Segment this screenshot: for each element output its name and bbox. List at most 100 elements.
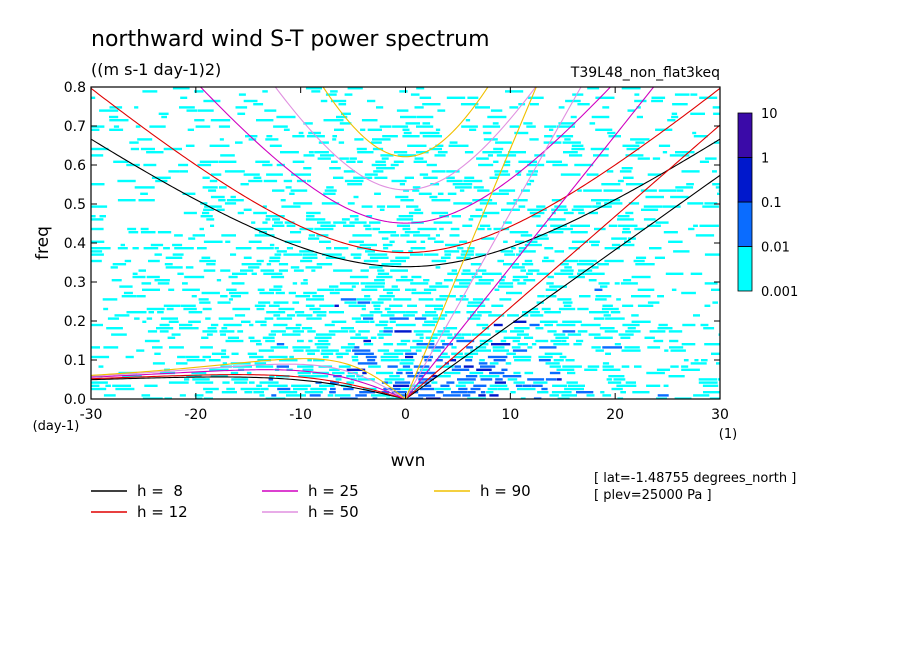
heat-cell [402,227,411,231]
heat-cell [423,176,438,179]
heat-cell [202,355,211,359]
heat-cell [370,394,391,397]
heat-cell [533,397,542,399]
heat-cell [367,253,388,256]
heat-cell [712,183,720,186]
heat-cell [595,128,613,131]
heat-cell [146,275,160,279]
heat-cell [387,365,398,368]
heat-cell [393,298,412,301]
colorbar-swatch [737,201,753,247]
heat-cell [369,256,389,259]
heat-cell [482,211,500,215]
heat-cell [414,106,424,109]
heat-cell [103,307,109,311]
heat-cell [572,93,584,96]
curve-ig-h90 [322,87,489,158]
heat-cell [112,263,127,266]
heat-cell [380,154,394,157]
heat-cell [389,317,409,320]
heat-cell [260,323,267,327]
heat-cell [606,170,614,173]
heat-cell [369,311,383,314]
heat-cell [329,167,341,170]
heat-cell [163,304,181,307]
heat-cell [404,176,414,179]
heat-cell [376,371,394,375]
heat-cell [288,291,296,295]
heat-cell [296,314,313,317]
heat-cell [367,99,376,103]
heat-cell [591,266,599,269]
heat-cell [654,256,665,259]
heat-cell [668,330,683,333]
heat-cell [303,291,317,295]
heat-cell [560,173,581,176]
heat-cell [326,247,332,250]
heat-cell [681,343,696,346]
heat-cell [614,343,621,346]
heat-cell [349,275,369,279]
heat-cell [268,378,274,381]
heat-cell [151,176,171,179]
heat-cell [301,327,313,330]
heat-cell [235,247,252,250]
heat-cell [395,256,410,259]
heat-cell [443,371,461,375]
heat-cell [182,282,188,285]
heat-cell [320,154,335,157]
heat-cell [447,192,457,195]
heat-cell [571,208,584,211]
heat-cell [675,151,695,154]
heat-cell [167,336,176,339]
heat-cell [354,346,360,349]
heat-cell [703,327,715,330]
heat-cell [573,205,592,208]
heat-cell [324,323,335,327]
heat-cell [608,375,625,378]
y-tick-label: 0.7 [64,119,86,135]
heat-cell [692,131,697,135]
heat-cell [314,151,329,154]
heat-cell [363,224,371,227]
heat-cell [305,266,323,269]
heat-cell [635,141,645,144]
heat-cell [157,282,170,285]
heat-cell [303,167,312,170]
heat-cell [403,131,412,135]
heat-cell [467,317,481,320]
y-tick-label: 0.6 [64,158,86,174]
heat-cell [237,330,244,333]
heat-cell [506,291,522,295]
heat-cell [489,362,499,365]
heat-cell [207,327,217,330]
heat-cell [160,317,178,320]
heat-cell [390,234,400,237]
heat-cell [562,259,579,263]
heat-cell [444,311,461,314]
heat-cell [321,202,340,205]
heat-cell [602,304,613,307]
heat-cell [333,176,344,179]
heat-cell [225,240,231,243]
heat-cell [134,186,155,189]
heat-cell [345,349,351,352]
heat-cell [411,288,417,291]
heat-cell [426,397,441,399]
heat-cell [205,317,211,320]
heat-cell [655,128,673,131]
heat-cell [417,227,437,231]
heat-cell [319,240,331,243]
heat-cell [576,263,594,266]
heat-cell [119,285,133,288]
heat-cell [672,103,688,106]
heat-cell [614,282,620,285]
heat-cell [308,339,313,343]
heat-cell [621,167,633,170]
heat-cell [487,387,497,391]
heat-cell [249,381,255,384]
heat-cell [357,362,378,365]
heat-cell [634,93,640,96]
heat-cell [360,314,374,317]
heat-cell [702,384,719,387]
